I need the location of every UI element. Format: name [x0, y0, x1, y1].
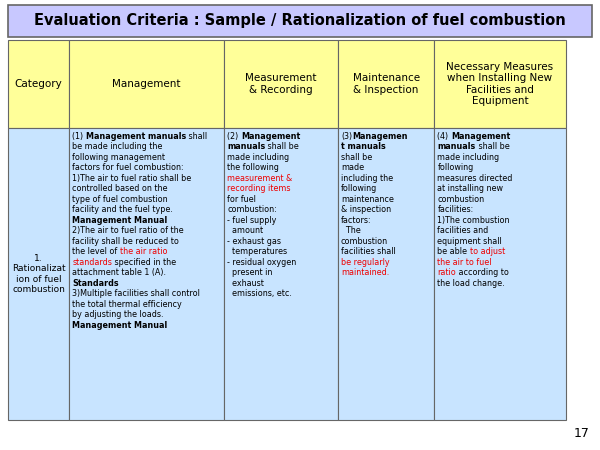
Text: Category: Category [15, 79, 62, 89]
Text: Necessary Measures
when Installing New
Facilities and
Equipment: Necessary Measures when Installing New F… [446, 62, 554, 106]
Text: facility and the fuel type.: facility and the fuel type. [73, 205, 173, 214]
Text: attachment table 1 (A).: attachment table 1 (A). [73, 268, 166, 277]
Text: including the: including the [341, 174, 393, 183]
Bar [8, 5, 592, 37]
Text: shall be: shall be [476, 143, 509, 152]
Text: Maintenance
& Inspection: Maintenance & Inspection [353, 73, 420, 95]
Text: ratio: ratio [437, 268, 456, 277]
Text: measurement &: measurement & [227, 174, 292, 183]
Text: be regularly: be regularly [341, 258, 389, 267]
Text: combustion: combustion [341, 237, 388, 246]
Text: Management: Management [112, 79, 181, 89]
Bar [338, 40, 434, 128]
Text: facility shall be reduced to: facility shall be reduced to [73, 237, 179, 246]
Text: for fuel: for fuel [227, 195, 256, 204]
Text: the total thermal efficiency: the total thermal efficiency [73, 300, 182, 309]
Text: following: following [437, 163, 473, 172]
Text: - residual oxygen: - residual oxygen [227, 258, 296, 267]
Text: facilities shall: facilities shall [341, 247, 396, 256]
Text: to adjust: to adjust [470, 247, 505, 256]
Text: The: The [341, 226, 361, 235]
Bar [434, 128, 566, 420]
Text: 17: 17 [574, 427, 590, 440]
Text: following: following [341, 184, 377, 194]
Text: facilities and: facilities and [437, 226, 488, 235]
Text: by adjusting the loads.: by adjusting the loads. [73, 310, 164, 319]
Text: Evaluation Criteria : Sample / Rationalization of fuel combustion: Evaluation Criteria : Sample / Rationali… [34, 14, 566, 28]
Text: standards: standards [73, 258, 112, 267]
Text: combustion: combustion [437, 195, 484, 204]
Text: type of fuel combustion: type of fuel combustion [73, 195, 168, 204]
Text: - fuel supply: - fuel supply [227, 216, 277, 225]
Bar [8, 40, 70, 128]
Text: made including: made including [437, 153, 499, 162]
Text: specified in the: specified in the [112, 258, 176, 267]
Text: according to: according to [456, 268, 509, 277]
Bar [8, 128, 70, 420]
Text: the air ratio: the air ratio [120, 247, 167, 256]
Bar [434, 40, 566, 128]
Text: measures directed: measures directed [437, 174, 512, 183]
Text: combustion:: combustion: [227, 205, 277, 214]
Text: the air to fuel: the air to fuel [437, 258, 492, 267]
Text: maintained.: maintained. [341, 268, 389, 277]
Text: the level of: the level of [73, 247, 120, 256]
Text: made: made [341, 163, 364, 172]
Bar [70, 40, 224, 128]
Text: exhaust: exhaust [227, 279, 264, 288]
Text: 2)The air to fuel ratio of the: 2)The air to fuel ratio of the [73, 226, 184, 235]
Text: following management: following management [73, 153, 166, 162]
Text: t manuals: t manuals [341, 143, 386, 152]
Text: shall be: shall be [341, 153, 372, 162]
Text: recording items: recording items [227, 184, 290, 194]
Text: the following: the following [227, 163, 279, 172]
Text: emissions, etc.: emissions, etc. [227, 289, 292, 298]
Text: factors:: factors: [341, 216, 371, 225]
Text: Management Manual: Management Manual [73, 320, 167, 329]
Text: shall be: shall be [265, 143, 299, 152]
Text: Management: Management [241, 132, 300, 141]
Text: equipment shall: equipment shall [437, 237, 502, 246]
Text: Managemen: Managemen [352, 132, 407, 141]
Text: 1.
Rationalizat
ion of fuel
combustion: 1. Rationalizat ion of fuel combustion [12, 254, 65, 294]
Text: (3): (3) [341, 132, 352, 141]
Bar [224, 40, 338, 128]
Text: controlled based on the: controlled based on the [73, 184, 168, 194]
Text: Standards: Standards [73, 279, 119, 288]
Text: Management Manual: Management Manual [73, 216, 167, 225]
Text: Management: Management [451, 132, 510, 141]
Bar [338, 128, 434, 420]
Text: 3)Multiple facilities shall control: 3)Multiple facilities shall control [73, 289, 200, 298]
Text: manuals: manuals [227, 143, 265, 152]
Text: factors for fuel combustion:: factors for fuel combustion: [73, 163, 184, 172]
Text: maintenance: maintenance [341, 195, 394, 204]
Text: be made including the: be made including the [73, 143, 163, 152]
Text: & inspection: & inspection [341, 205, 391, 214]
Text: at installing new: at installing new [437, 184, 503, 194]
Text: be able: be able [437, 247, 470, 256]
Text: made including: made including [227, 153, 289, 162]
Bar [224, 128, 338, 420]
Text: manuals: manuals [437, 143, 476, 152]
Text: the load change.: the load change. [437, 279, 505, 288]
Text: Management manuals: Management manuals [86, 132, 186, 141]
Text: temperatures: temperatures [227, 247, 287, 256]
Text: present in: present in [227, 268, 272, 277]
Text: 1)The combustion: 1)The combustion [437, 216, 510, 225]
Text: amount: amount [227, 226, 263, 235]
Text: facilities:: facilities: [437, 205, 473, 214]
Text: (2): (2) [227, 132, 241, 141]
Bar [70, 128, 224, 420]
Text: shall: shall [186, 132, 208, 141]
Text: Measurement
& Recording: Measurement & Recording [245, 73, 317, 95]
Text: 1)The air to fuel ratio shall be: 1)The air to fuel ratio shall be [73, 174, 191, 183]
Text: (4): (4) [437, 132, 451, 141]
Text: (1): (1) [73, 132, 86, 141]
Text: - exhaust gas: - exhaust gas [227, 237, 281, 246]
